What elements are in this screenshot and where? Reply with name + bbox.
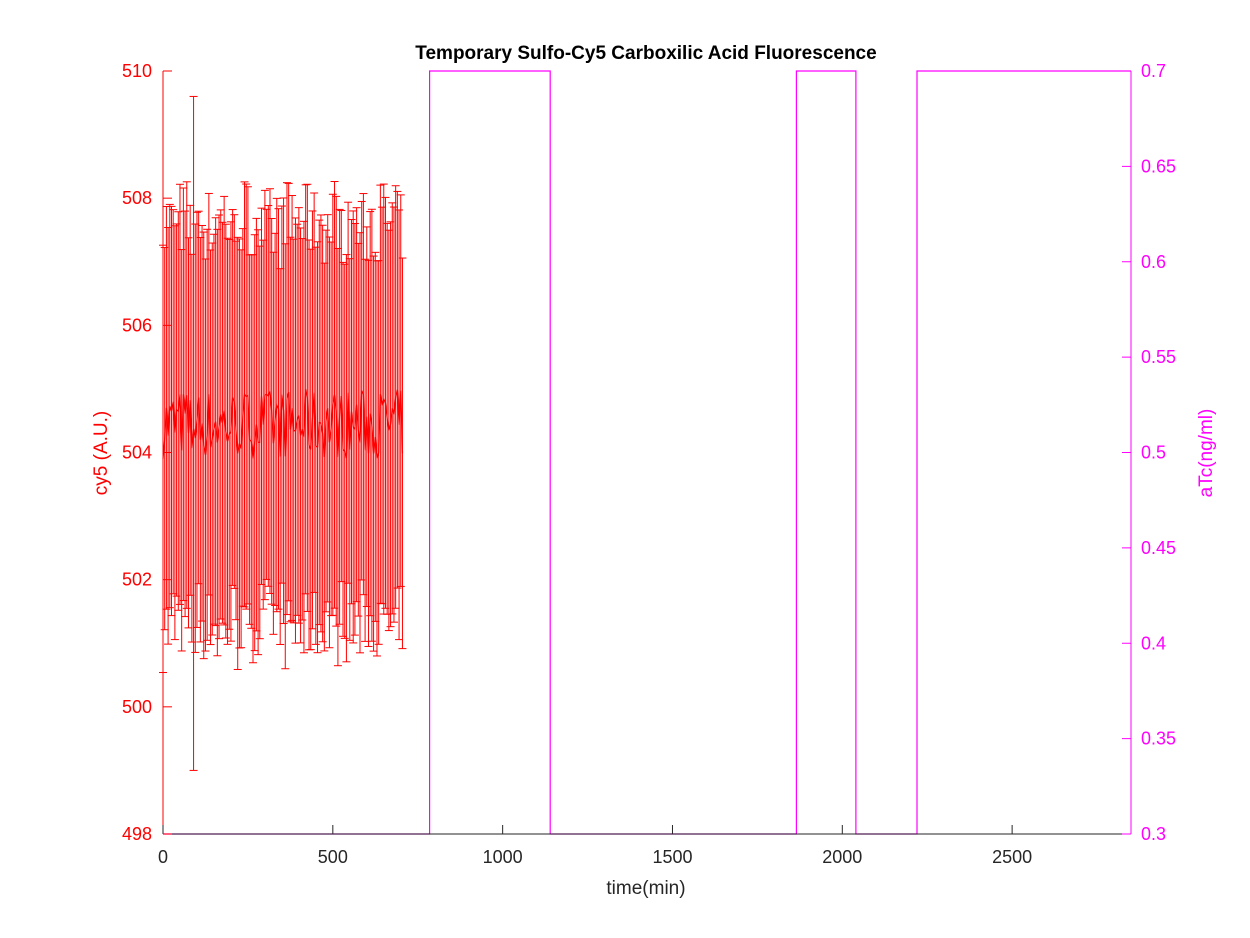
x-tick-label: 1500 [652, 847, 692, 867]
chart-title: Temporary Sulfo-Cy5 Carboxilic Acid Fluo… [415, 43, 876, 64]
cy5-errorbar [396, 194, 405, 587]
left-tick-label: 502 [122, 570, 152, 590]
left-tick-label: 506 [122, 315, 152, 335]
cy5-errorbar [194, 210, 203, 585]
x-tick-label: 2000 [822, 847, 862, 867]
right-tick-label: 0.55 [1141, 347, 1176, 367]
cy5-mean-line [162, 389, 404, 459]
left-tick-label: 510 [122, 61, 152, 81]
left-tick-label: 508 [122, 188, 152, 208]
cy5-errorbar [398, 257, 407, 650]
right-tick-label: 0.4 [1141, 633, 1166, 653]
x-axis-label: time(min) [606, 878, 685, 899]
x-tick-label: 500 [318, 847, 348, 867]
axes-layer: 0 500 1000 1500 2000 2500 498 500 502 504 506 508 51… [122, 61, 1176, 867]
x-tick-label: 1000 [483, 847, 523, 867]
right-axis-label: aTc(ng/ml) [1196, 409, 1217, 498]
left-axis-label: cy5 (A.U.) [91, 411, 112, 495]
x-tick-label: 2500 [992, 847, 1032, 867]
left-tick-label: 498 [122, 824, 152, 844]
atc-step-line [163, 70, 1131, 835]
right-tick-label: 0.35 [1141, 729, 1176, 749]
right-tick-label: 0.65 [1141, 156, 1176, 176]
right-tick-label: 0.5 [1141, 443, 1166, 463]
left-tick-label: 500 [122, 697, 152, 717]
cy5-errorbar [259, 239, 268, 610]
cy5-errorbar [320, 262, 329, 652]
right-tick-label: 0.45 [1141, 538, 1176, 558]
x-tick-label: 0 [158, 847, 168, 867]
right-tick-label: 0.7 [1141, 61, 1166, 81]
right-tick-label: 0.6 [1141, 252, 1166, 272]
left-tick-label: 504 [122, 443, 152, 463]
right-tick-label: 0.3 [1141, 824, 1166, 844]
plot-marks [159, 70, 1131, 835]
